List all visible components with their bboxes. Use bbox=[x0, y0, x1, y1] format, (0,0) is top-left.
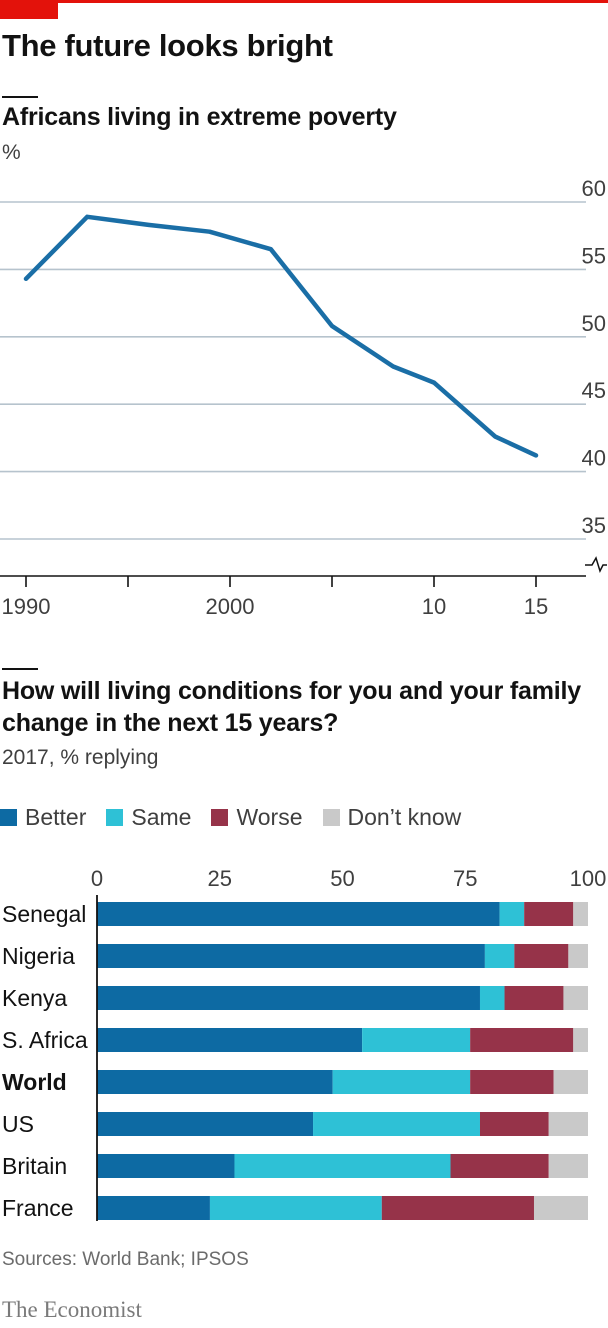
legend-swatch-better bbox=[0, 808, 17, 826]
red-tag bbox=[0, 0, 58, 19]
bar-senegal-better bbox=[97, 902, 500, 926]
y-tick-label-50: 50 bbox=[582, 311, 606, 336]
bar-senegal-same bbox=[499, 902, 525, 926]
bar-world-worse bbox=[470, 1070, 554, 1094]
bar-senegal-worse bbox=[524, 902, 574, 926]
y-tick-label-40: 40 bbox=[582, 446, 606, 471]
bar-britain-better bbox=[97, 1154, 235, 1178]
line-chart-grid bbox=[0, 201, 586, 540]
bar-kenya-don-t-know bbox=[563, 986, 588, 1010]
bar-us-same bbox=[313, 1112, 480, 1136]
sources-note: Sources: World Bank; IPSOS bbox=[2, 1249, 249, 1270]
bar-chart-title: How will living conditions for you and y… bbox=[2, 677, 581, 737]
poverty-line-chart: 35 40 45 50 55 60 1990 2000 10 15 bbox=[0, 176, 607, 619]
line-chart-unit: % bbox=[2, 141, 21, 164]
legend-swatch-dont-know bbox=[322, 808, 340, 826]
bar-chart-subtitle: 2017, % replying bbox=[2, 746, 159, 769]
bar-s-africa-better bbox=[97, 1028, 363, 1052]
section-rule-1 bbox=[2, 96, 38, 98]
category-label-france: France bbox=[2, 1195, 74, 1221]
bar-us-worse bbox=[479, 1112, 549, 1136]
line-chart-y-ticks: 35 40 45 50 55 60 bbox=[582, 176, 606, 538]
bar-s-africa-worse bbox=[470, 1028, 574, 1052]
bar-kenya-same bbox=[479, 986, 505, 1010]
bar-us-better bbox=[97, 1112, 314, 1136]
bar-us-don-t-know bbox=[548, 1112, 588, 1136]
bar-nigeria-worse bbox=[514, 944, 569, 968]
y-tick-label-35: 35 bbox=[582, 513, 606, 538]
category-label-world: World bbox=[2, 1069, 67, 1095]
bar-world-same bbox=[332, 1070, 471, 1094]
category-label-britain: Britain bbox=[2, 1153, 67, 1179]
x-tick-label-25: 25 bbox=[208, 866, 232, 891]
bar-chart-bars bbox=[97, 902, 588, 1220]
legend-item-better: Better bbox=[0, 804, 86, 831]
bar-france-don-t-know bbox=[533, 1196, 588, 1220]
bar-s-africa-don-t-know bbox=[573, 1028, 588, 1052]
bar-britain-don-t-know bbox=[548, 1154, 588, 1178]
bar-kenya-worse bbox=[504, 986, 564, 1010]
category-label-nigeria: Nigeria bbox=[2, 943, 75, 969]
legend-label-worse: Worse bbox=[236, 803, 303, 830]
x-tick-label-0: 0 bbox=[91, 866, 103, 891]
bar-chart-categories: Senegal Nigeria Kenya S. Africa World US Brita… bbox=[2, 901, 88, 1221]
bar-chart-legend: Better Same Worse Don’t know bbox=[0, 802, 481, 832]
legend-item-same: Same bbox=[106, 804, 191, 831]
legend-label-same: Same bbox=[131, 803, 192, 830]
bar-france-better bbox=[97, 1196, 210, 1220]
bar-nigeria-don-t-know bbox=[568, 944, 588, 968]
bar-world-better bbox=[97, 1070, 333, 1094]
line-chart-series bbox=[23, 214, 539, 458]
x-tick-label-2015: 15 bbox=[524, 594, 548, 619]
bar-senegal-don-t-know bbox=[573, 902, 588, 926]
axis-break-mark bbox=[585, 556, 607, 574]
bar-france-worse bbox=[381, 1196, 534, 1220]
line-chart-title: Africans living in extreme poverty bbox=[2, 103, 397, 131]
axis-break-icon bbox=[585, 556, 607, 574]
series-line-poverty bbox=[23, 214, 539, 458]
x-tick-label-100: 100 bbox=[570, 866, 607, 891]
legend-label-dont-know: Don’t know bbox=[347, 803, 462, 830]
legend-label-better: Better bbox=[25, 803, 87, 830]
category-label-kenya: Kenya bbox=[2, 985, 67, 1011]
bar-france-same bbox=[209, 1196, 382, 1220]
legend-swatch-worse bbox=[211, 808, 229, 826]
legend-swatch-same bbox=[106, 808, 124, 826]
bar-nigeria-better bbox=[97, 944, 485, 968]
bar-britain-worse bbox=[450, 1154, 549, 1178]
x-tick-label-1990: 1990 bbox=[2, 594, 51, 619]
section-rule-2 bbox=[2, 668, 38, 670]
bar-kenya-better bbox=[97, 986, 480, 1010]
legend-item-dont-know: Don’t know bbox=[322, 803, 462, 831]
brand-logo: The Economist bbox=[2, 1297, 142, 1322]
line-chart-x-axis: 1990 2000 10 15 bbox=[0, 575, 586, 619]
bar-chart-x-ticks: 0 25 50 75 100 bbox=[91, 866, 606, 891]
legend-item-worse: Worse bbox=[211, 803, 303, 831]
living-conditions-bar-chart: 0 25 50 75 100 Senegal Nigeria Kenya S. Africa W… bbox=[2, 866, 606, 1221]
bar-world-don-t-know bbox=[553, 1070, 588, 1094]
x-tick-label-2010: 10 bbox=[422, 594, 446, 619]
bar-nigeria-same bbox=[484, 944, 515, 968]
category-label-senegal: Senegal bbox=[2, 901, 86, 927]
x-tick-label-2000: 2000 bbox=[206, 594, 255, 619]
y-tick-label-60: 60 bbox=[582, 176, 606, 201]
x-tick-label-50: 50 bbox=[330, 866, 354, 891]
chart-title: The future looks bright bbox=[2, 28, 333, 63]
category-label-s-africa: S. Africa bbox=[2, 1027, 88, 1053]
bar-s-africa-same bbox=[362, 1028, 471, 1052]
top-accent-line bbox=[0, 0, 608, 3]
x-tick-label-75: 75 bbox=[453, 866, 477, 891]
y-tick-label-55: 55 bbox=[582, 243, 606, 268]
category-label-us: US bbox=[2, 1111, 34, 1137]
bar-britain-same bbox=[234, 1154, 451, 1178]
y-tick-label-45: 45 bbox=[582, 378, 606, 403]
